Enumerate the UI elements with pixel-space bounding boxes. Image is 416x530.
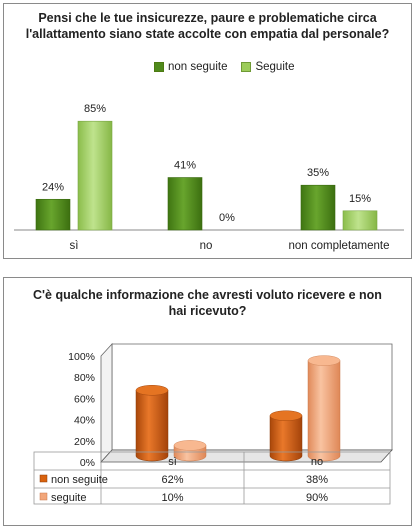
cylinder-top xyxy=(135,385,169,396)
cylinder-top xyxy=(307,355,341,366)
legend-swatch-non-seguite xyxy=(154,62,164,72)
bar-seguite-0 xyxy=(77,120,113,231)
bar-non-seguite-1 xyxy=(167,177,203,231)
table-value: 62% xyxy=(161,474,183,486)
y-tick-label: 80% xyxy=(74,372,95,384)
cylinder-top xyxy=(173,440,207,451)
chart-1-title-line-1: Pensi che le tue insicurezze, paure e pr… xyxy=(38,11,377,25)
x-tick-label: sì xyxy=(168,456,177,468)
chart-2-title-line-1: C'è qualche informazione che avresti vol… xyxy=(33,288,382,302)
side-wall xyxy=(100,342,113,464)
chart-2-panel: C'è qualche informazione che avresti vol… xyxy=(3,277,412,526)
data-label: 85% xyxy=(84,103,106,115)
cylinder-body xyxy=(269,415,303,462)
table-value: 38% xyxy=(306,474,328,486)
legend-swatch-seguite xyxy=(241,62,252,72)
table-value: 10% xyxy=(161,492,183,504)
y-tick-label: 60% xyxy=(74,393,95,405)
data-table-frame xyxy=(33,451,391,505)
cylinder-body xyxy=(307,360,341,462)
y-tick-label: 40% xyxy=(74,415,95,427)
data-label: 41% xyxy=(174,160,196,172)
x-tick-label: no xyxy=(311,456,323,468)
bar-non-seguite-0 xyxy=(35,198,71,231)
y-tick-label: 100% xyxy=(68,351,95,363)
chart-1-title-line-2: l'allattamento siano state accolte con e… xyxy=(25,27,390,41)
x-tick-label: sì xyxy=(70,240,79,252)
cylinder-top xyxy=(269,410,303,421)
x-tick-label: non completamente xyxy=(288,240,389,252)
table-value: 90% xyxy=(306,492,328,504)
cylinder-body xyxy=(135,390,169,462)
chart-2-title-line-2: hai ricevuto? xyxy=(168,304,247,318)
data-label: 15% xyxy=(349,193,371,205)
chart-1-plot: 24% 85% sì 41% 0% no 35% 15% non completamente xyxy=(14,103,404,252)
legend-label-non-seguite: non seguite xyxy=(168,61,228,73)
bar-seguite-2 xyxy=(342,210,378,231)
cylinder-seguite-0 xyxy=(173,440,207,462)
legend-swatch xyxy=(39,474,48,483)
data-label: 0% xyxy=(219,212,235,224)
chart-1-legend: non seguite Seguite xyxy=(154,61,294,73)
data-label: 35% xyxy=(307,167,329,179)
chart-1-panel: Pensi che le tue insicurezze, paure e pr… xyxy=(3,3,412,259)
data-label: 24% xyxy=(42,181,64,193)
chart-2-plot: 0% 20% 40% 60% 80% 100% sì no non seguite 62% 38% s… xyxy=(33,342,393,505)
legend-label-seguite: Seguite xyxy=(255,61,295,73)
legend-label: non seguite xyxy=(51,474,108,486)
bar-non-seguite-2 xyxy=(300,184,336,231)
y-tick-label: 0% xyxy=(80,457,95,469)
legend-label: seguite xyxy=(51,492,86,504)
legend-swatch xyxy=(39,492,48,501)
x-tick-label: no xyxy=(200,240,213,252)
y-tick-label: 20% xyxy=(74,436,95,448)
cylinder-non-seguite-1 xyxy=(269,410,303,462)
cylinder-non-seguite-0 xyxy=(135,385,169,462)
cylinder-seguite-1 xyxy=(307,355,341,462)
